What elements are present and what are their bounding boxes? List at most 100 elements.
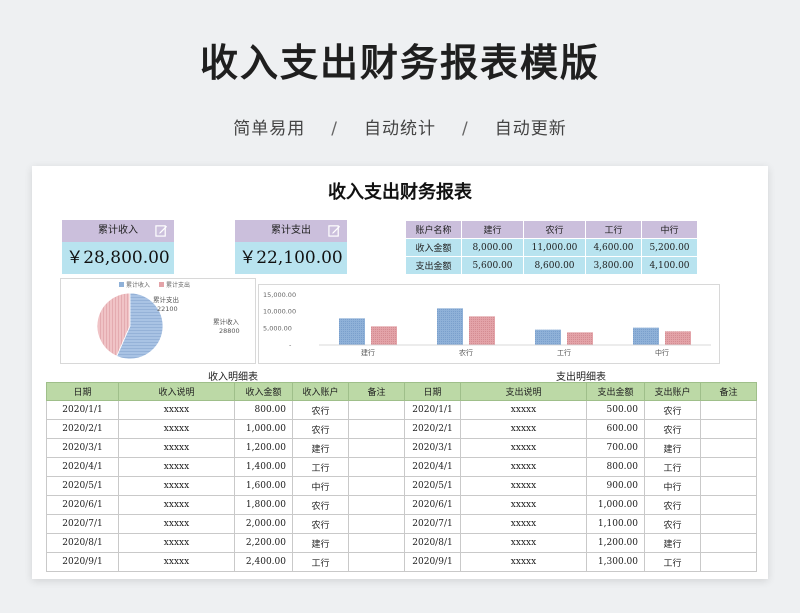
table-cell[interactable]: 建行 <box>644 533 701 553</box>
table-cell[interactable]: xxxxx <box>118 514 235 534</box>
table-cell[interactable]: 农行 <box>292 400 349 420</box>
table-cell[interactable]: 建行 <box>292 438 349 458</box>
table-cell[interactable]: 2020/8/1 <box>404 533 461 553</box>
table-cell[interactable]: 中行 <box>292 476 349 496</box>
table-cell[interactable]: 2020/9/1 <box>46 552 119 572</box>
table-cell[interactable]: 工行 <box>292 457 349 477</box>
table-cell[interactable] <box>700 495 757 515</box>
table-cell[interactable]: 农行 <box>644 419 701 439</box>
table-cell[interactable]: 农行 <box>644 400 701 420</box>
table-cell[interactable]: 2020/5/1 <box>404 476 461 496</box>
table-cell[interactable]: 800.00 <box>234 400 293 420</box>
table-cell[interactable]: xxxxx <box>118 400 235 420</box>
table-cell[interactable]: 2020/4/1 <box>404 457 461 477</box>
table-cell[interactable] <box>348 476 405 496</box>
table-cell[interactable]: 农行 <box>292 495 349 515</box>
table-cell[interactable] <box>348 419 405 439</box>
table-cell[interactable]: 建行 <box>292 533 349 553</box>
table-cell[interactable]: 1,200.00 <box>234 438 293 458</box>
table-cell[interactable]: 农行 <box>292 419 349 439</box>
table-cell[interactable]: 2020/7/1 <box>404 514 461 534</box>
table-cell[interactable] <box>700 552 757 572</box>
table-cell[interactable]: 2020/3/1 <box>404 438 461 458</box>
table-cell[interactable]: 工行 <box>644 457 701 477</box>
table-cell[interactable]: 农行 <box>644 495 701 515</box>
table-cell[interactable]: xxxxx <box>460 514 587 534</box>
table-cell[interactable]: xxxxx <box>460 400 587 420</box>
table-cell[interactable] <box>348 514 405 534</box>
table-cell[interactable]: xxxxx <box>118 457 235 477</box>
table-cell[interactable]: xxxxx <box>460 457 587 477</box>
table-cell[interactable] <box>348 533 405 553</box>
table-cell[interactable]: 2020/3/1 <box>46 438 119 458</box>
table-row: 2020/7/1 xxxxx 2,000.00 农行 2020/7/1 xxxxx 1,10… <box>46 514 757 534</box>
table-cell[interactable]: xxxxx <box>460 438 587 458</box>
table-cell[interactable]: 2020/5/1 <box>46 476 119 496</box>
table-cell[interactable]: 2020/9/1 <box>404 552 461 572</box>
table-cell[interactable]: 1,200.00 <box>586 533 645 553</box>
table-cell[interactable]: xxxxx <box>118 495 235 515</box>
table-cell[interactable]: 800.00 <box>586 457 645 477</box>
table-cell[interactable] <box>700 514 757 534</box>
table-cell[interactable] <box>700 476 757 496</box>
table-cell[interactable]: 1,600.00 <box>234 476 293 496</box>
kpi-total-expense: 累计支出 ￥22,100.00 <box>235 220 347 274</box>
table-cell[interactable]: 工行 <box>644 552 701 572</box>
table-cell[interactable]: 建行 <box>644 438 701 458</box>
table-cell[interactable] <box>348 552 405 572</box>
edit-icon[interactable] <box>328 224 341 237</box>
table-cell[interactable]: 2,000.00 <box>234 514 293 534</box>
table-cell[interactable]: 500.00 <box>586 400 645 420</box>
table-cell[interactable]: 700.00 <box>586 438 645 458</box>
edit-icon[interactable] <box>155 224 168 237</box>
table-cell[interactable]: 1,100.00 <box>586 514 645 534</box>
legend-income: 累计收入 <box>126 281 150 289</box>
table-cell[interactable]: 1,400.00 <box>234 457 293 477</box>
table-cell[interactable]: xxxxx <box>118 476 235 496</box>
table-cell[interactable]: xxxxx <box>118 419 235 439</box>
table-cell[interactable]: xxxxx <box>460 533 587 553</box>
table-cell[interactable] <box>348 457 405 477</box>
pie-label-expense-value: 22100 <box>157 305 178 313</box>
table-cell[interactable]: 中行 <box>644 476 701 496</box>
table-cell[interactable]: 2020/7/1 <box>46 514 119 534</box>
table-cell[interactable]: 600.00 <box>586 419 645 439</box>
table-cell[interactable] <box>348 400 405 420</box>
table-cell[interactable]: 900.00 <box>586 476 645 496</box>
table-cell[interactable]: 1,800.00 <box>234 495 293 515</box>
table-cell[interactable]: 2020/2/1 <box>46 419 119 439</box>
table-cell[interactable] <box>348 495 405 515</box>
table-cell[interactable]: xxxxx <box>118 533 235 553</box>
table-cell[interactable]: xxxxx <box>460 476 587 496</box>
table-cell[interactable] <box>348 438 405 458</box>
bank-header-cell: 账户名称 <box>405 220 462 239</box>
table-cell[interactable]: 1,300.00 <box>586 552 645 572</box>
table-cell[interactable]: xxxxx <box>118 438 235 458</box>
table-cell[interactable]: 农行 <box>292 514 349 534</box>
table-cell[interactable]: xxxxx <box>460 419 587 439</box>
expense-table-caption: 支出明细表 <box>556 372 606 383</box>
table-cell[interactable]: 1,000.00 <box>234 419 293 439</box>
table-cell[interactable]: 2020/1/1 <box>404 400 461 420</box>
table-cell[interactable]: 工行 <box>292 552 349 572</box>
table-cell[interactable]: 2,200.00 <box>234 533 293 553</box>
table-cell[interactable]: 2020/4/1 <box>46 457 119 477</box>
table-cell[interactable]: xxxxx <box>118 552 235 572</box>
bar-expense <box>469 316 495 345</box>
y-tick-label: - <box>289 341 292 349</box>
table-cell[interactable]: 2,400.00 <box>234 552 293 572</box>
table-cell[interactable]: 2020/1/1 <box>46 400 119 420</box>
table-cell[interactable] <box>700 419 757 439</box>
table-cell[interactable]: 2020/6/1 <box>46 495 119 515</box>
table-cell[interactable] <box>700 457 757 477</box>
table-cell[interactable]: 2020/6/1 <box>404 495 461 515</box>
table-cell[interactable] <box>700 533 757 553</box>
table-cell[interactable]: 农行 <box>644 514 701 534</box>
table-cell[interactable]: 1,000.00 <box>586 495 645 515</box>
table-cell[interactable] <box>700 438 757 458</box>
table-cell[interactable]: xxxxx <box>460 495 587 515</box>
table-cell[interactable]: xxxxx <box>460 552 587 572</box>
table-cell[interactable]: 2020/8/1 <box>46 533 119 553</box>
table-cell[interactable] <box>700 400 757 420</box>
table-cell[interactable]: 2020/2/1 <box>404 419 461 439</box>
